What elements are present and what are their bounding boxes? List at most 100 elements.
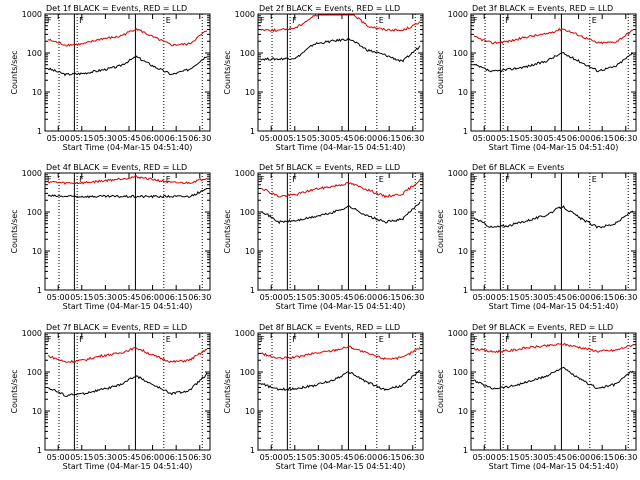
x-tick-label: 06:15 bbox=[378, 453, 401, 462]
x-tick-label: 06:30 bbox=[188, 134, 211, 143]
x-tick-label: 05:30 bbox=[307, 134, 330, 143]
y-tick-label: 1000 bbox=[235, 10, 255, 19]
marker-f: F bbox=[79, 175, 84, 184]
x-tick-label: 05:00 bbox=[47, 134, 70, 143]
x-tick-label: 05:00 bbox=[47, 453, 70, 462]
panel-title: Det 5f BLACK = Events, RED = LLD bbox=[259, 163, 400, 172]
marker-e: E bbox=[592, 335, 597, 344]
y-tick-label: 100 bbox=[240, 49, 255, 58]
x-tick-label: 06:30 bbox=[188, 453, 211, 462]
detector-panel: Det 3f BLACK = Events, RED = LLD 1 10 100 10… bbox=[436, 4, 637, 152]
y-tick-label: 1000 bbox=[448, 169, 468, 178]
y-tick-label: 1 bbox=[37, 127, 42, 136]
x-tick-label: 06:30 bbox=[614, 293, 637, 302]
x-axis-label: Start Time (04-Mar-15 04:51:40) bbox=[276, 143, 406, 152]
y-tick-label: 100 bbox=[453, 368, 468, 377]
x-tick-label: 06:00 bbox=[567, 453, 590, 462]
y-tick-label: 100 bbox=[453, 208, 468, 217]
x-tick-label: 05:30 bbox=[94, 134, 117, 143]
events-series-line bbox=[260, 37, 421, 63]
x-tick-label: 05:00 bbox=[473, 134, 496, 143]
lld-series-line bbox=[473, 27, 634, 45]
plot-frame bbox=[470, 172, 637, 291]
panel-title: Det 8f BLACK = Events, RED = LLD bbox=[259, 323, 400, 332]
x-tick-label: 05:15 bbox=[70, 293, 93, 302]
x-tick-label: 05:00 bbox=[47, 293, 70, 302]
plot-frame bbox=[470, 332, 637, 451]
marker-f: F bbox=[473, 16, 478, 25]
x-tick-label: 05:00 bbox=[260, 293, 283, 302]
y-tick-label: 1000 bbox=[448, 10, 468, 19]
detector-panel: Det 9f BLACK = Events, RED = LLD 1 10 100 10… bbox=[436, 323, 637, 471]
x-tick-label: 05:45 bbox=[543, 134, 566, 143]
y-tick-label: 1 bbox=[37, 286, 42, 295]
panel-title: Det 2f BLACK = Events, RED = LLD bbox=[259, 4, 400, 13]
detector-panel: Det 5f BLACK = Events, RED = LLD 1 10 100 10… bbox=[223, 163, 424, 311]
x-axis-label: Start Time (04-Mar-15 04:51:40) bbox=[63, 462, 193, 471]
y-axis-label: Counts/sec bbox=[223, 50, 232, 94]
events-series-line bbox=[47, 55, 208, 77]
detector-panel: Det 8f BLACK = Events, RED = LLD 1 10 100 10… bbox=[223, 323, 424, 471]
x-tick-label: 05:15 bbox=[283, 134, 306, 143]
y-axis-label: Counts/sec bbox=[10, 209, 19, 253]
y-tick-label: 10 bbox=[245, 88, 255, 97]
y-tick-label: 1 bbox=[463, 127, 468, 136]
events-series-line bbox=[260, 201, 421, 225]
y-tick-label: 10 bbox=[32, 407, 42, 416]
x-tick-label: 06:30 bbox=[401, 134, 424, 143]
detector-panel: Det 7f BLACK = Events, RED = LLD 1 10 100 10… bbox=[10, 323, 211, 471]
x-tick-label: 06:15 bbox=[378, 293, 401, 302]
events-series-line bbox=[260, 369, 421, 392]
y-axis-label: Counts/sec bbox=[436, 369, 445, 413]
y-tick-label: 1 bbox=[250, 446, 255, 455]
x-tick-label: 05:45 bbox=[117, 453, 140, 462]
plot-frame bbox=[44, 172, 211, 291]
y-tick-label: 10 bbox=[458, 247, 468, 256]
x-tick-label: 06:00 bbox=[141, 134, 164, 143]
y-tick-label: 1000 bbox=[22, 10, 42, 19]
panel-title: Det 4f BLACK = Events, RED = LLD bbox=[46, 163, 187, 172]
detector-panel: Det 1f BLACK = Events, RED = LLD 1 10 100 10… bbox=[10, 4, 211, 152]
x-tick-label: 05:15 bbox=[496, 293, 519, 302]
lld-series-line bbox=[47, 28, 208, 47]
y-axis-label: Counts/sec bbox=[10, 369, 19, 413]
marker-f: F bbox=[79, 16, 84, 25]
x-tick-label: 06:30 bbox=[614, 134, 637, 143]
x-tick-label: 05:45 bbox=[330, 134, 353, 143]
x-tick-label: 06:30 bbox=[614, 453, 637, 462]
x-tick-label: 06:15 bbox=[378, 134, 401, 143]
plot-frame bbox=[44, 332, 211, 451]
panel-title: Det 1f BLACK = Events, RED = LLD bbox=[46, 4, 187, 13]
x-axis-label: Start Time (04-Mar-15 04:51:40) bbox=[276, 462, 406, 471]
x-tick-label: 05:00 bbox=[473, 453, 496, 462]
panel-title: Det 3f BLACK = Events, RED = LLD bbox=[472, 4, 613, 13]
y-tick-label: 10 bbox=[245, 407, 255, 416]
x-tick-label: 05:45 bbox=[117, 293, 140, 302]
panel-title: Det 7f BLACK = Events, RED = LLD bbox=[46, 323, 187, 332]
y-tick-label: 100 bbox=[240, 368, 255, 377]
x-tick-label: 06:00 bbox=[141, 453, 164, 462]
detector-panel: Det 6f BLACK = Events 1 10 100 1000 Counts/se… bbox=[436, 163, 637, 311]
y-tick-label: 10 bbox=[32, 88, 42, 97]
x-tick-label: 05:30 bbox=[94, 293, 117, 302]
y-tick-label: 100 bbox=[27, 368, 42, 377]
detector-panel: Det 4f BLACK = Events, RED = LLD 1 10 100 10… bbox=[10, 163, 211, 311]
panel-title: Det 6f BLACK = Events bbox=[472, 163, 564, 172]
y-tick-label: 1000 bbox=[22, 329, 42, 338]
x-tick-label: 06:00 bbox=[141, 293, 164, 302]
lld-series-line bbox=[473, 342, 634, 354]
lld-series-line bbox=[260, 14, 421, 33]
marker-f: F bbox=[473, 335, 478, 344]
lld-series-line bbox=[47, 175, 208, 185]
panel-title: Det 9f BLACK = Events, RED = LLD bbox=[472, 323, 613, 332]
x-tick-label: 05:15 bbox=[70, 453, 93, 462]
x-tick-label: 05:45 bbox=[330, 453, 353, 462]
x-tick-label: 05:30 bbox=[307, 453, 330, 462]
marker-e: E bbox=[592, 175, 597, 184]
marker-f: F bbox=[260, 16, 265, 25]
events-series-line bbox=[473, 366, 634, 390]
y-tick-label: 10 bbox=[458, 88, 468, 97]
detector-panel: Det 2f BLACK = Events, RED = LLD 1 10 100 10… bbox=[223, 4, 424, 152]
marker-f: F bbox=[505, 335, 510, 344]
marker-e: E bbox=[379, 175, 384, 184]
